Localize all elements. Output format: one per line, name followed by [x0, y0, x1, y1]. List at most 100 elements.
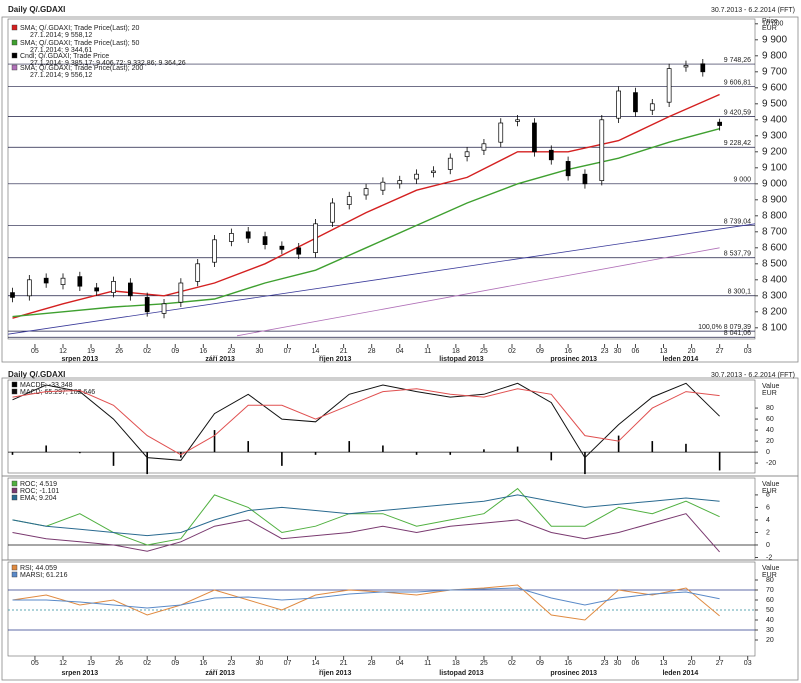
- y-tick-label: 8 600: [762, 242, 787, 253]
- axis-unit: EUR: [762, 390, 777, 397]
- indicator-line: [12, 487, 720, 546]
- legend-swatch: [11, 571, 18, 578]
- x-tick-label: 23: [601, 660, 609, 667]
- candle-body: [229, 233, 234, 242]
- x-tick-label: 16: [564, 348, 572, 355]
- level-label: 9 606,81: [724, 80, 751, 87]
- axis-unit: EUR: [762, 572, 777, 579]
- y-tick-label: 9 300: [762, 130, 787, 141]
- y-tick-label: 20: [766, 637, 774, 644]
- candle-body: [582, 173, 588, 185]
- x-tick-label: 30: [256, 660, 264, 667]
- x-tick-label: 07: [284, 660, 292, 667]
- x-tick-label: 05: [31, 660, 39, 667]
- x-tick-label: 20: [688, 660, 696, 667]
- x-tick-label: 18: [452, 660, 460, 667]
- month-label: listopad 2013: [439, 356, 483, 363]
- axis-label: Price: [762, 18, 778, 25]
- candle-body: [10, 292, 15, 298]
- level-label: 8 300,1: [728, 289, 751, 296]
- candle-body: [77, 276, 83, 287]
- level-label: 8 537,79: [724, 251, 751, 258]
- x-tick-label: 09: [171, 348, 179, 355]
- y-tick-label: 50: [766, 607, 774, 614]
- month-label: srpen 2013: [62, 356, 99, 363]
- y-tick-label: 60: [766, 597, 774, 604]
- x-tick-label: 30: [614, 660, 622, 667]
- x-tick-label: 23: [227, 348, 235, 355]
- histogram-bar: [718, 452, 721, 471]
- moving-average: [12, 128, 720, 318]
- x-tick-label: 09: [171, 660, 179, 667]
- panel-frame: [1, 475, 799, 561]
- legend-swatch: [11, 52, 18, 59]
- histogram-bar: [516, 446, 519, 453]
- candle-body: [279, 245, 285, 250]
- level-label: 8 739,04: [724, 218, 751, 225]
- histogram-bar: [550, 452, 553, 461]
- legend-swatch: [11, 564, 18, 571]
- panel-frame: [1, 16, 799, 363]
- y-tick-label: 9 500: [762, 98, 787, 109]
- x-tick-label: 28: [368, 660, 376, 667]
- y-tick-label: 8 300: [762, 290, 787, 301]
- y-tick-label: 9 900: [762, 34, 787, 45]
- panel-frame: [1, 559, 799, 681]
- panel-title: Daily Q/.GDAXI: [8, 370, 65, 379]
- legend-value: 27.1.2014; 9 385,17; 9 406,72; 9 332,86;…: [30, 60, 186, 67]
- x-tick-label: 02: [508, 348, 516, 355]
- legend-swatch: [11, 24, 18, 31]
- legend-label: EMA; 9.204: [20, 495, 57, 502]
- month-label: září 2013: [205, 670, 235, 677]
- y-tick-label: 0: [766, 449, 770, 456]
- y-tick-label: 70: [766, 587, 774, 594]
- y-tick-label: 80: [766, 577, 774, 584]
- candle-body: [363, 188, 369, 196]
- month-label: říjen 2013: [319, 356, 351, 363]
- y-tick-label: 9 200: [762, 146, 787, 157]
- legend-swatch: [11, 39, 18, 46]
- histogram-bar: [146, 452, 148, 475]
- x-tick-label: 12: [59, 348, 67, 355]
- y-tick-label: 8 700: [762, 226, 787, 237]
- candle-body: [498, 122, 504, 143]
- candle-body: [616, 90, 621, 119]
- month-label: prosinec 2013: [550, 670, 597, 677]
- x-tick-label: 07: [284, 348, 292, 355]
- candle-body: [599, 119, 605, 181]
- x-tick-label: 12: [59, 660, 67, 667]
- moving-average: [236, 247, 720, 337]
- y-tick-label: 0: [766, 542, 770, 549]
- candle-body: [296, 247, 302, 255]
- panel-title: Daily Q/.GDAXI: [8, 5, 65, 14]
- indicator-line: [12, 382, 720, 461]
- candle-body: [464, 151, 470, 157]
- month-label: leden 2014: [662, 670, 698, 677]
- y-tick-label: 9 600: [762, 82, 787, 93]
- candle-body: [649, 103, 655, 111]
- candle-body: [195, 263, 201, 282]
- histogram-bar: [314, 452, 317, 455]
- candle-body: [548, 149, 554, 161]
- y-tick-label: 40: [766, 617, 774, 624]
- panel-subtitle: 30.7.2013 - 6.2.2014 (FFT): [711, 7, 795, 14]
- indicator-line: [12, 587, 720, 609]
- month-label: prosinec 2013: [550, 356, 597, 363]
- candle-body: [161, 303, 167, 314]
- x-tick-label: 26: [115, 660, 123, 667]
- candle-body: [515, 119, 520, 122]
- x-tick-label: 28: [368, 348, 376, 355]
- y-tick-label: 8 900: [762, 194, 787, 205]
- histogram-bar: [483, 449, 485, 453]
- histogram-bar: [651, 441, 654, 453]
- axis-label: Value: [762, 481, 779, 488]
- candle-body: [60, 277, 66, 285]
- legend-label: SMA; Q/.GDAXI; Trade Price(Last); 200: [20, 65, 143, 72]
- legend-label: ROC; -1.101: [20, 488, 59, 495]
- trendline: [7, 223, 756, 335]
- candle-body: [431, 170, 436, 173]
- legend-value: 27.1.2014; 9 344,61: [30, 47, 92, 54]
- histogram-bar: [348, 441, 351, 453]
- x-tick-label: 13: [660, 660, 668, 667]
